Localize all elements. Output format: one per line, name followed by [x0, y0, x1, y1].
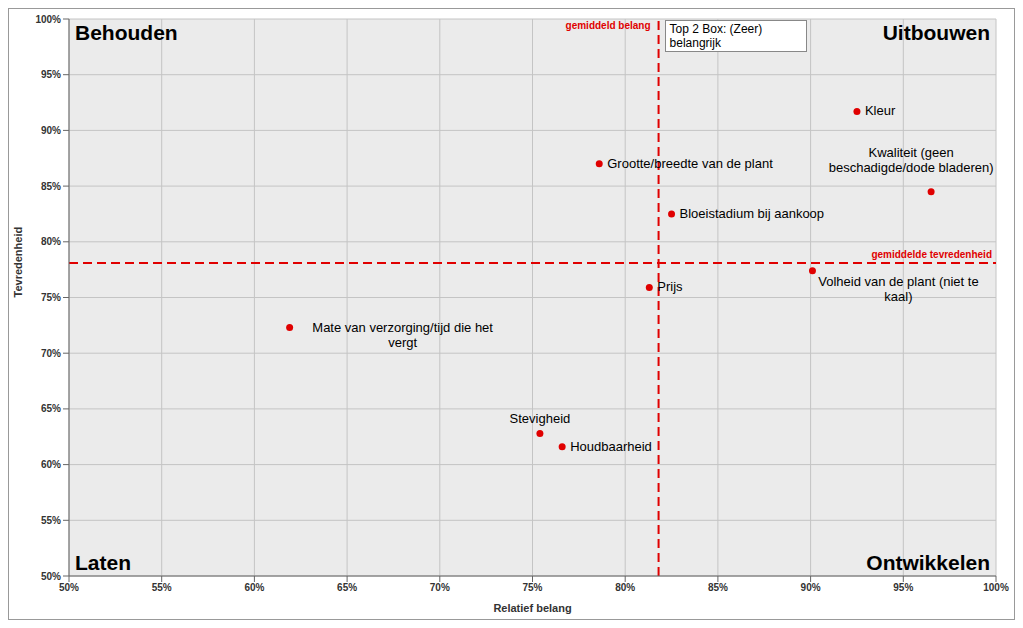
svg-text:Kleur: Kleur	[865, 103, 896, 118]
svg-text:Volheid van de plant (niet tek: Volheid van de plant (niet tekaal)	[818, 274, 978, 304]
svg-text:75%: 75%	[522, 582, 542, 593]
svg-text:65%: 65%	[41, 403, 61, 414]
svg-text:90%: 90%	[801, 582, 821, 593]
svg-text:Behouden: Behouden	[75, 21, 178, 44]
svg-text:Stevigheid: Stevigheid	[510, 411, 571, 426]
svg-text:100%: 100%	[983, 582, 1009, 593]
svg-text:75%: 75%	[41, 292, 61, 303]
svg-text:Bloeistadium bij aankoop: Bloeistadium bij aankoop	[680, 206, 825, 221]
svg-text:60%: 60%	[244, 582, 264, 593]
svg-text:gemiddelde tevredenheid: gemiddelde tevredenheid	[871, 249, 992, 260]
svg-text:80%: 80%	[615, 582, 635, 593]
svg-text:Kwaliteit (geenbeschadigde/dod: Kwaliteit (geenbeschadigde/dode bladeren…	[829, 145, 994, 175]
svg-text:90%: 90%	[41, 125, 61, 136]
html-text:Top 2 Box: (Zeer) belangrijk: Top 2 Box: (Zeer) belangrijk	[669, 22, 763, 50]
svg-text:95%: 95%	[893, 582, 913, 593]
svg-text:gemiddeld belang: gemiddeld belang	[566, 20, 651, 31]
svg-text:85%: 85%	[708, 582, 728, 593]
svg-text:100%: 100%	[35, 14, 61, 25]
svg-text:Prijs: Prijs	[657, 279, 683, 294]
svg-text:60%: 60%	[41, 459, 61, 470]
svg-text:65%: 65%	[337, 582, 357, 593]
svg-text:Houdbaarheid: Houdbaarheid	[570, 439, 652, 454]
svg-text:Ontwikkelen: Ontwikkelen	[866, 551, 990, 574]
svg-text:95%: 95%	[41, 69, 61, 80]
svg-text:50%: 50%	[41, 571, 61, 582]
svg-text:Laten: Laten	[75, 551, 131, 574]
svg-text:70%: 70%	[430, 582, 450, 593]
svg-text:Mate van verzorging/tijd die h: Mate van verzorging/tijd die hetvergt	[312, 320, 493, 350]
svg-text:Uitbouwen: Uitbouwen	[883, 21, 990, 44]
svg-text:Tevredenheid: Tevredenheid	[12, 227, 24, 298]
svg-text:80%: 80%	[41, 236, 61, 247]
svg-text:50%: 50%	[59, 582, 79, 593]
svg-text:55%: 55%	[41, 515, 61, 526]
svg-text:Relatief belang: Relatief belang	[493, 602, 571, 614]
svg-text:70%: 70%	[41, 348, 61, 359]
svg-text:85%: 85%	[41, 181, 61, 192]
svg-text:55%: 55%	[152, 582, 172, 593]
svg-text:Grootte/breedte van de plant: Grootte/breedte van de plant	[607, 156, 773, 171]
